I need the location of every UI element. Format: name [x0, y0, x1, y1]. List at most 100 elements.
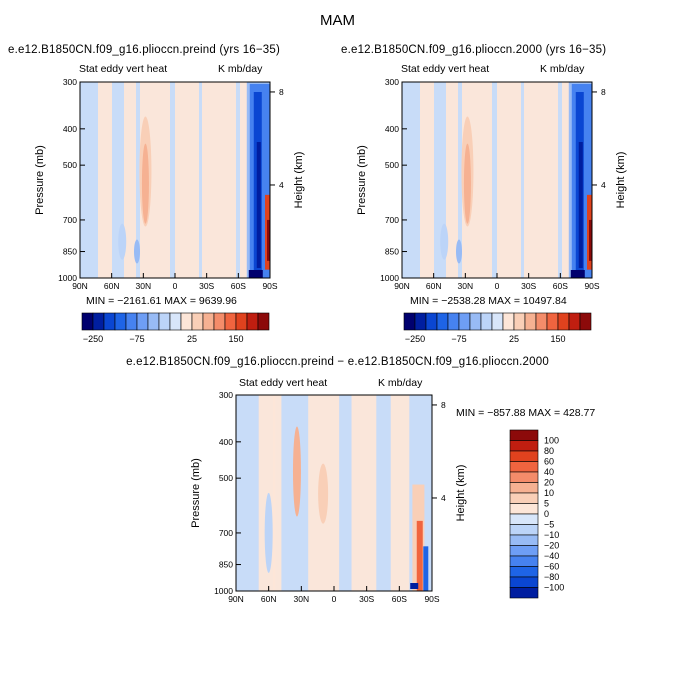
colorbar-box — [513, 312, 526, 331]
colorbar-box — [568, 312, 581, 331]
y-tick-label: 850 — [219, 560, 233, 570]
field-feature-10n — [318, 463, 329, 524]
y2-axis-label: Height (km) — [615, 152, 627, 209]
colorbar-label: 25 — [187, 334, 197, 344]
colorbar-box — [458, 312, 471, 331]
field-sh-positive-core — [589, 219, 592, 261]
y-tick-label: 500 — [385, 160, 399, 170]
colorbar-label: −80 — [544, 572, 559, 582]
colorbar-label: 20 — [544, 478, 554, 488]
x-tick-label: 90N — [394, 281, 410, 291]
y-tick-label: 400 — [63, 124, 77, 134]
colorbar-box — [509, 503, 539, 515]
panel-minmax-2000: MIN = −2538.28 MAX = 10497.84 — [410, 295, 567, 307]
colorbar-label: 60 — [544, 457, 554, 467]
field-feature-60n — [264, 492, 273, 573]
x-tick-label: 30N — [294, 594, 310, 604]
colorbar-box — [447, 312, 460, 331]
field-streak — [124, 82, 136, 278]
y2-tick-label: 4 — [601, 180, 606, 190]
y2-tick-label: 8 — [279, 87, 284, 97]
x-tick-label: 30N — [458, 281, 474, 291]
colorbar-box — [509, 429, 539, 441]
panel-left-label-2000: Stat eddy vert heat — [401, 63, 490, 75]
colorbar-box — [509, 450, 539, 462]
colorbar-label: −75 — [451, 334, 466, 344]
colorbar-box — [235, 312, 248, 331]
field-sh-diff-neg — [423, 546, 429, 591]
x-tick-label: 90S — [424, 594, 439, 604]
colorbar-label: 0 — [544, 509, 549, 519]
colorbar-label: 150 — [228, 334, 243, 344]
field-streak — [273, 395, 282, 591]
y-axis-label: Pressure (mb) — [190, 458, 202, 528]
field-feature-50n — [118, 223, 127, 260]
field-streak — [497, 82, 521, 278]
colorbar-label: 80 — [544, 446, 554, 456]
colorbar-box — [509, 534, 539, 546]
panel-minmax-preind: MIN = −2161.61 MAX = 9639.96 — [86, 295, 237, 307]
colorbar-label: −10 — [544, 530, 559, 540]
colorbar-box — [524, 312, 537, 331]
colorbar-box — [509, 524, 539, 536]
colorbar-box — [557, 312, 570, 331]
colorbar-box — [502, 312, 515, 331]
panel-title-2000: e.e12.B1850CN.f09_g16.plioccn.2000 (yrs … — [341, 44, 607, 56]
field-feature-36n — [456, 239, 462, 264]
field-streak — [351, 395, 377, 591]
panel-units-preind: K mb/day — [218, 63, 263, 75]
colorbar-label: −20 — [544, 541, 559, 551]
colorbar-box — [213, 312, 226, 331]
colorbar-box — [509, 471, 539, 483]
y2-tick-label: 8 — [601, 87, 606, 97]
x-tick-label: 30S — [521, 281, 536, 291]
field-sh-surface — [248, 270, 263, 278]
x-tick-label: 60S — [553, 281, 568, 291]
field-sh-positive-core — [267, 219, 270, 261]
y-tick-label: 500 — [219, 473, 233, 483]
colorbar-box — [436, 312, 449, 331]
field-streak — [202, 82, 236, 278]
colorbar-box — [509, 513, 539, 525]
colorbar-box — [425, 312, 438, 331]
field-feature-34n — [292, 426, 301, 517]
y-tick-label: 300 — [385, 77, 399, 87]
colorbar-box — [509, 461, 539, 473]
field-feature-30n-core — [463, 143, 471, 224]
colorbar-box — [509, 482, 539, 494]
y-tick-label: 1000 — [214, 586, 233, 596]
colorbar-box — [180, 312, 193, 331]
x-tick-label: 60N — [426, 281, 442, 291]
panel-title-diff: e.e12.B1850CN.f09_g16.plioccn.preind − e… — [126, 356, 549, 368]
figure-title: MAM — [320, 12, 355, 29]
field-streak — [420, 82, 434, 278]
field-streak — [446, 82, 458, 278]
y-tick-label: 700 — [63, 215, 77, 225]
heatmap-field — [402, 82, 592, 278]
x-tick-label: 90N — [72, 281, 88, 291]
field-streak — [175, 82, 199, 278]
field-feature-36n — [134, 239, 140, 264]
colorbar-box — [469, 312, 482, 331]
panel-left-label-diff: Stat eddy vert heat — [239, 377, 328, 389]
colorbar-box — [202, 312, 215, 331]
heatmap-field — [236, 395, 432, 591]
y-tick-label: 1000 — [58, 273, 77, 283]
y2-axis-label: Height (km) — [455, 465, 467, 522]
colorbar-box — [81, 312, 94, 331]
colorbar-label: −60 — [544, 562, 559, 572]
y-tick-label: 850 — [385, 247, 399, 257]
y-tick-label: 400 — [219, 437, 233, 447]
colorbar-box — [169, 312, 182, 331]
field-sh-surface — [570, 270, 585, 278]
colorbar-box — [136, 312, 149, 331]
colorbar-box — [246, 312, 259, 331]
colorbar-label: −250 — [405, 334, 425, 344]
colorbar-label: −100 — [544, 583, 564, 593]
y-tick-label: 400 — [385, 124, 399, 134]
x-tick-label: 30N — [136, 281, 152, 291]
colorbar-box — [224, 312, 237, 331]
colorbar-box — [158, 312, 171, 331]
y-tick-label: 700 — [385, 215, 399, 225]
